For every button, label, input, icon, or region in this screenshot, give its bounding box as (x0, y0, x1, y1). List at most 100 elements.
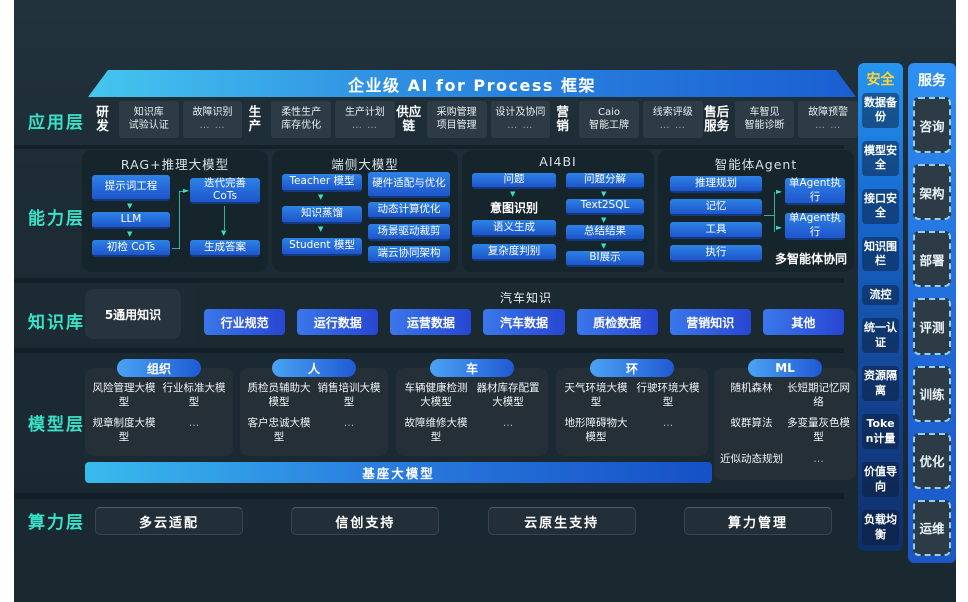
app-box-line: 采购管理 (436, 106, 477, 118)
app-box: 采购管理 项目管理 (426, 100, 487, 138)
model-cell: 客户忠诚大模型 (247, 417, 311, 443)
model-group-pill: ML (748, 359, 822, 377)
model-cell: … (343, 417, 355, 430)
model-cell: 随机森林 (730, 382, 773, 394)
knowledge-tag: 质检数据 (576, 309, 658, 335)
app-box-line: Caio (597, 106, 620, 118)
ai4bi-node-complexity: 复杂度判别 (472, 244, 556, 261)
security-item: 模型安全 (862, 140, 899, 176)
connector-line (764, 215, 774, 216)
compute-block: 多云适配 (95, 507, 243, 535)
layer-label-app: 应用层 (28, 113, 85, 133)
app-box: 设计及协同 … … (490, 100, 551, 138)
panel-ai4bi: AI4BI 问题 ▼ 意图识别 语义生成 复杂度判别 问题分解 ▼ Text2S… (462, 150, 654, 272)
model-group-pill: 车 (430, 359, 514, 377)
knowledge-tag-row: 行业规范 运行数据 运营数据 汽车数据 质检数据 营销知识 其他 (204, 309, 844, 335)
auto-knowledge-title: 汽车知识 (499, 291, 552, 305)
app-group: 营销 Caio 智能工牌 线索评级 … … (550, 100, 703, 138)
app-box: 线索评级 … … (642, 100, 703, 138)
connector-line (179, 191, 180, 249)
app-box-ellipsis: … … (815, 120, 842, 131)
arrow-down-icon: ▼ (601, 216, 607, 224)
app-box-line: 车智见 (749, 106, 780, 118)
service-item: 训练 (913, 365, 951, 422)
agent-node-planning: 推理规划 (670, 176, 762, 193)
app-group-label: 售后服务 (704, 103, 730, 133)
diagram-canvas: 企业级 AI for Process 框架 应用层 能力层 知识库 模型层 算力… (14, 0, 956, 602)
model-cell: … (662, 417, 674, 430)
panel-edge: 端侧大模型 Teacher 模型 ▼ 知识蒸馏 ▼ Student 模型 硬件适… (272, 150, 458, 272)
app-box-line: 智能诊断 (744, 120, 785, 131)
security-item: 知识围栏 (862, 236, 899, 272)
rag-node-answer: 生成答案 (190, 240, 260, 257)
app-box-line: 故障预警 (808, 106, 849, 118)
service-column: 服务 咨询 架构 部署 评测 训练 优化 运维 (908, 63, 956, 563)
service-header: 服务 (918, 73, 946, 89)
service-item: 运维 (913, 499, 951, 556)
service-item: 评测 (913, 298, 951, 355)
app-box-line: 线索评级 (652, 106, 693, 118)
general-knowledge-box: 5通用知识 (85, 289, 181, 339)
model-cell: 多变量灰色模型 (787, 417, 850, 443)
framework-title-banner: 企业级 AI for Process 框架 (88, 70, 856, 97)
ai4bi-node-summary: 总结结果 (566, 225, 644, 241)
ai4bi-node-text2sql: Text2SQL (566, 199, 644, 215)
arrow-down-icon: ▼ (127, 202, 133, 210)
edge-node-hardware: 硬件适配与优化 (368, 172, 450, 198)
section-divider (14, 493, 844, 499)
app-box: 车智见 智能诊断 (734, 100, 795, 138)
edge-node-dynamic: 动态计算优化 (368, 202, 450, 219)
panel-edge-title: 端侧大模型 (331, 157, 399, 172)
arrow-down-icon: ▼ (601, 242, 607, 250)
ai4bi-node-semantic: 语义生成 (472, 220, 556, 237)
rag-node-iterate-cots: 迭代完善CoTs (190, 177, 260, 204)
rag-node-prompt: 提示词工程 (92, 175, 170, 201)
model-cell: 行业标准大模型 (162, 382, 226, 408)
app-box-line: 设计及协同 (495, 106, 546, 118)
model-cell: 车辆健康检测大模型 (404, 382, 468, 408)
arrow-down-icon: ▼ (221, 229, 227, 237)
app-box-ellipsis: … … (351, 120, 379, 131)
app-box-ellipsis: … … (199, 120, 226, 131)
edge-node-teacher: Teacher 模型 (282, 174, 362, 192)
knowledge-tag: 行业规范 (204, 309, 286, 335)
connector-line (172, 248, 180, 249)
app-group: 生产 柔性生产 库存优化 生产计划 … … (242, 100, 395, 138)
app-layer-row: 研发 知识库 试验认证 故障识别 … … 生产 柔性生产 库存优化 生产计划 (90, 98, 858, 140)
agent-node-single1: 单Agent执行 (785, 177, 845, 205)
ai4bi-node-question: 问题 (472, 173, 556, 189)
security-item: 接口安全 (862, 188, 899, 224)
app-box-line: 知识库 (133, 106, 164, 118)
framework-title: 企业级 AI for Process 框架 (348, 75, 596, 95)
app-group-label: 生产 (248, 103, 262, 133)
edge-node-distill: 知识蒸馏 (282, 206, 362, 224)
model-cell: 质检员辅助大模型 (247, 382, 311, 408)
model-cell: … (502, 417, 514, 430)
arrow-down-icon: ▼ (127, 230, 133, 238)
arrow-down-icon: ▼ (510, 190, 516, 198)
agent-node-single2: 单Agent执行 (785, 212, 845, 240)
model-cell: 风险管理大模型 (92, 382, 156, 408)
section-divider (14, 278, 844, 283)
section-divider (14, 348, 844, 353)
security-header: 安全 (866, 72, 895, 88)
connector-line (179, 191, 185, 192)
model-cell: … (813, 452, 824, 465)
model-group-environment: 环 天气环境大模型 行驶环境大模型 地形障碍物大模型… (556, 359, 708, 456)
layer-label-knowledge: 知识库 (28, 313, 85, 333)
security-item: 价值导向 (862, 462, 899, 497)
agent-node-memory: 记忆 (670, 199, 762, 216)
security-item: Token计量 (862, 414, 899, 449)
app-group-label: 研发 (96, 103, 109, 133)
security-item: 负载均衡 (862, 510, 899, 545)
app-box: 故障识别 … … (182, 100, 243, 138)
arrow-right-icon: ► (183, 186, 190, 195)
edge-node-cloud: 端云协同架构 (368, 246, 450, 263)
arrow-right-icon: ► (776, 223, 783, 232)
model-group-pill: 环 (590, 359, 674, 377)
model-cell: 天气环境大模型 (564, 382, 628, 408)
model-cell: 地形障碍物大模型 (564, 417, 628, 443)
base-model-bar: 基座大模型 (85, 462, 712, 483)
app-group-label: 供应链 (396, 103, 422, 133)
security-item: 数据备份 (862, 93, 899, 128)
